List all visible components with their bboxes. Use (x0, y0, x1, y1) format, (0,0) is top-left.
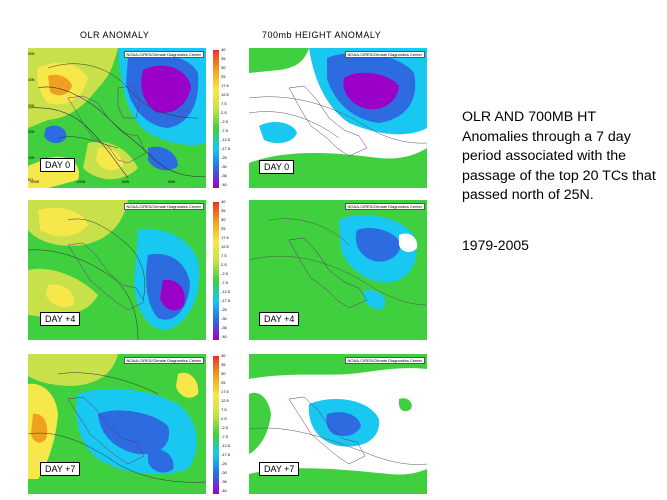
description-text: OLR AND 700MB HT Anomalies through a 7 d… (462, 109, 656, 203)
olr-map-day0: 50N 40N 30N 20N 10N EQ 120W 100W 80W 60W… (28, 48, 206, 188)
credit-label: NOAA-CIRES/Climate Diagnostics Center (123, 357, 204, 364)
olr-map-day4: NOAA-CIRES/Climate Diagnostics Center DA… (28, 200, 206, 340)
day-label: DAY +7 (259, 462, 300, 476)
credit-label: NOAA-CIRES/Climate Diagnostics Center (344, 357, 425, 364)
years-text: 1979-2005 (462, 237, 529, 253)
olr-colorbar (213, 202, 219, 340)
credit-label: NOAA-CIRES/Climate Diagnostics Center (123, 203, 204, 210)
lon-axis: 120W 100W 80W 60W (30, 180, 176, 184)
credit-label: NOAA-CIRES/Climate Diagnostics Center (344, 203, 425, 210)
day-label: DAY 0 (259, 160, 295, 174)
olr-colorbar-labels: 40 35 30 25 17.5 12.5 7.5 2.5 -2.5 -7.5 … (221, 353, 231, 493)
olr-map-day7: NOAA-CIRES/Climate Diagnostics Center DA… (28, 354, 206, 494)
olr-colorbar-labels: 40 35 30 25 17.5 12.5 7.5 2.5 -2.5 -7.5 … (221, 47, 231, 187)
height-map-day0: NOAA-CIRES/Climate Diagnostics Center DA… (249, 48, 427, 188)
lat-axis: 50N 40N 30N 20N 10N EQ (28, 52, 35, 182)
day-label: DAY +4 (40, 312, 81, 326)
day-label: DAY +7 (40, 462, 81, 476)
olr-colorbar (213, 50, 219, 188)
height-map-day7: NOAA-CIRES/Climate Diagnostics Center DA… (249, 354, 427, 494)
olr-colorbar-labels: 40 35 30 25 17.5 12.5 7.5 2.5 -2.5 -7.5 … (221, 199, 231, 339)
olr-anomaly-title: OLR ANOMALY (80, 30, 150, 40)
olr-colorbar (213, 356, 219, 494)
height-map-day4: NOAA-CIRES/Climate Diagnostics Center DA… (249, 200, 427, 340)
credit-label: NOAA-CIRES/Climate Diagnostics Center (123, 51, 204, 58)
height-anomaly-title: 700mb HEIGHT ANOMALY (262, 30, 382, 40)
day-label: DAY 0 (40, 158, 76, 172)
day-label: DAY +4 (259, 312, 300, 326)
credit-label: NOAA-CIRES/Climate Diagnostics Center (344, 51, 425, 58)
